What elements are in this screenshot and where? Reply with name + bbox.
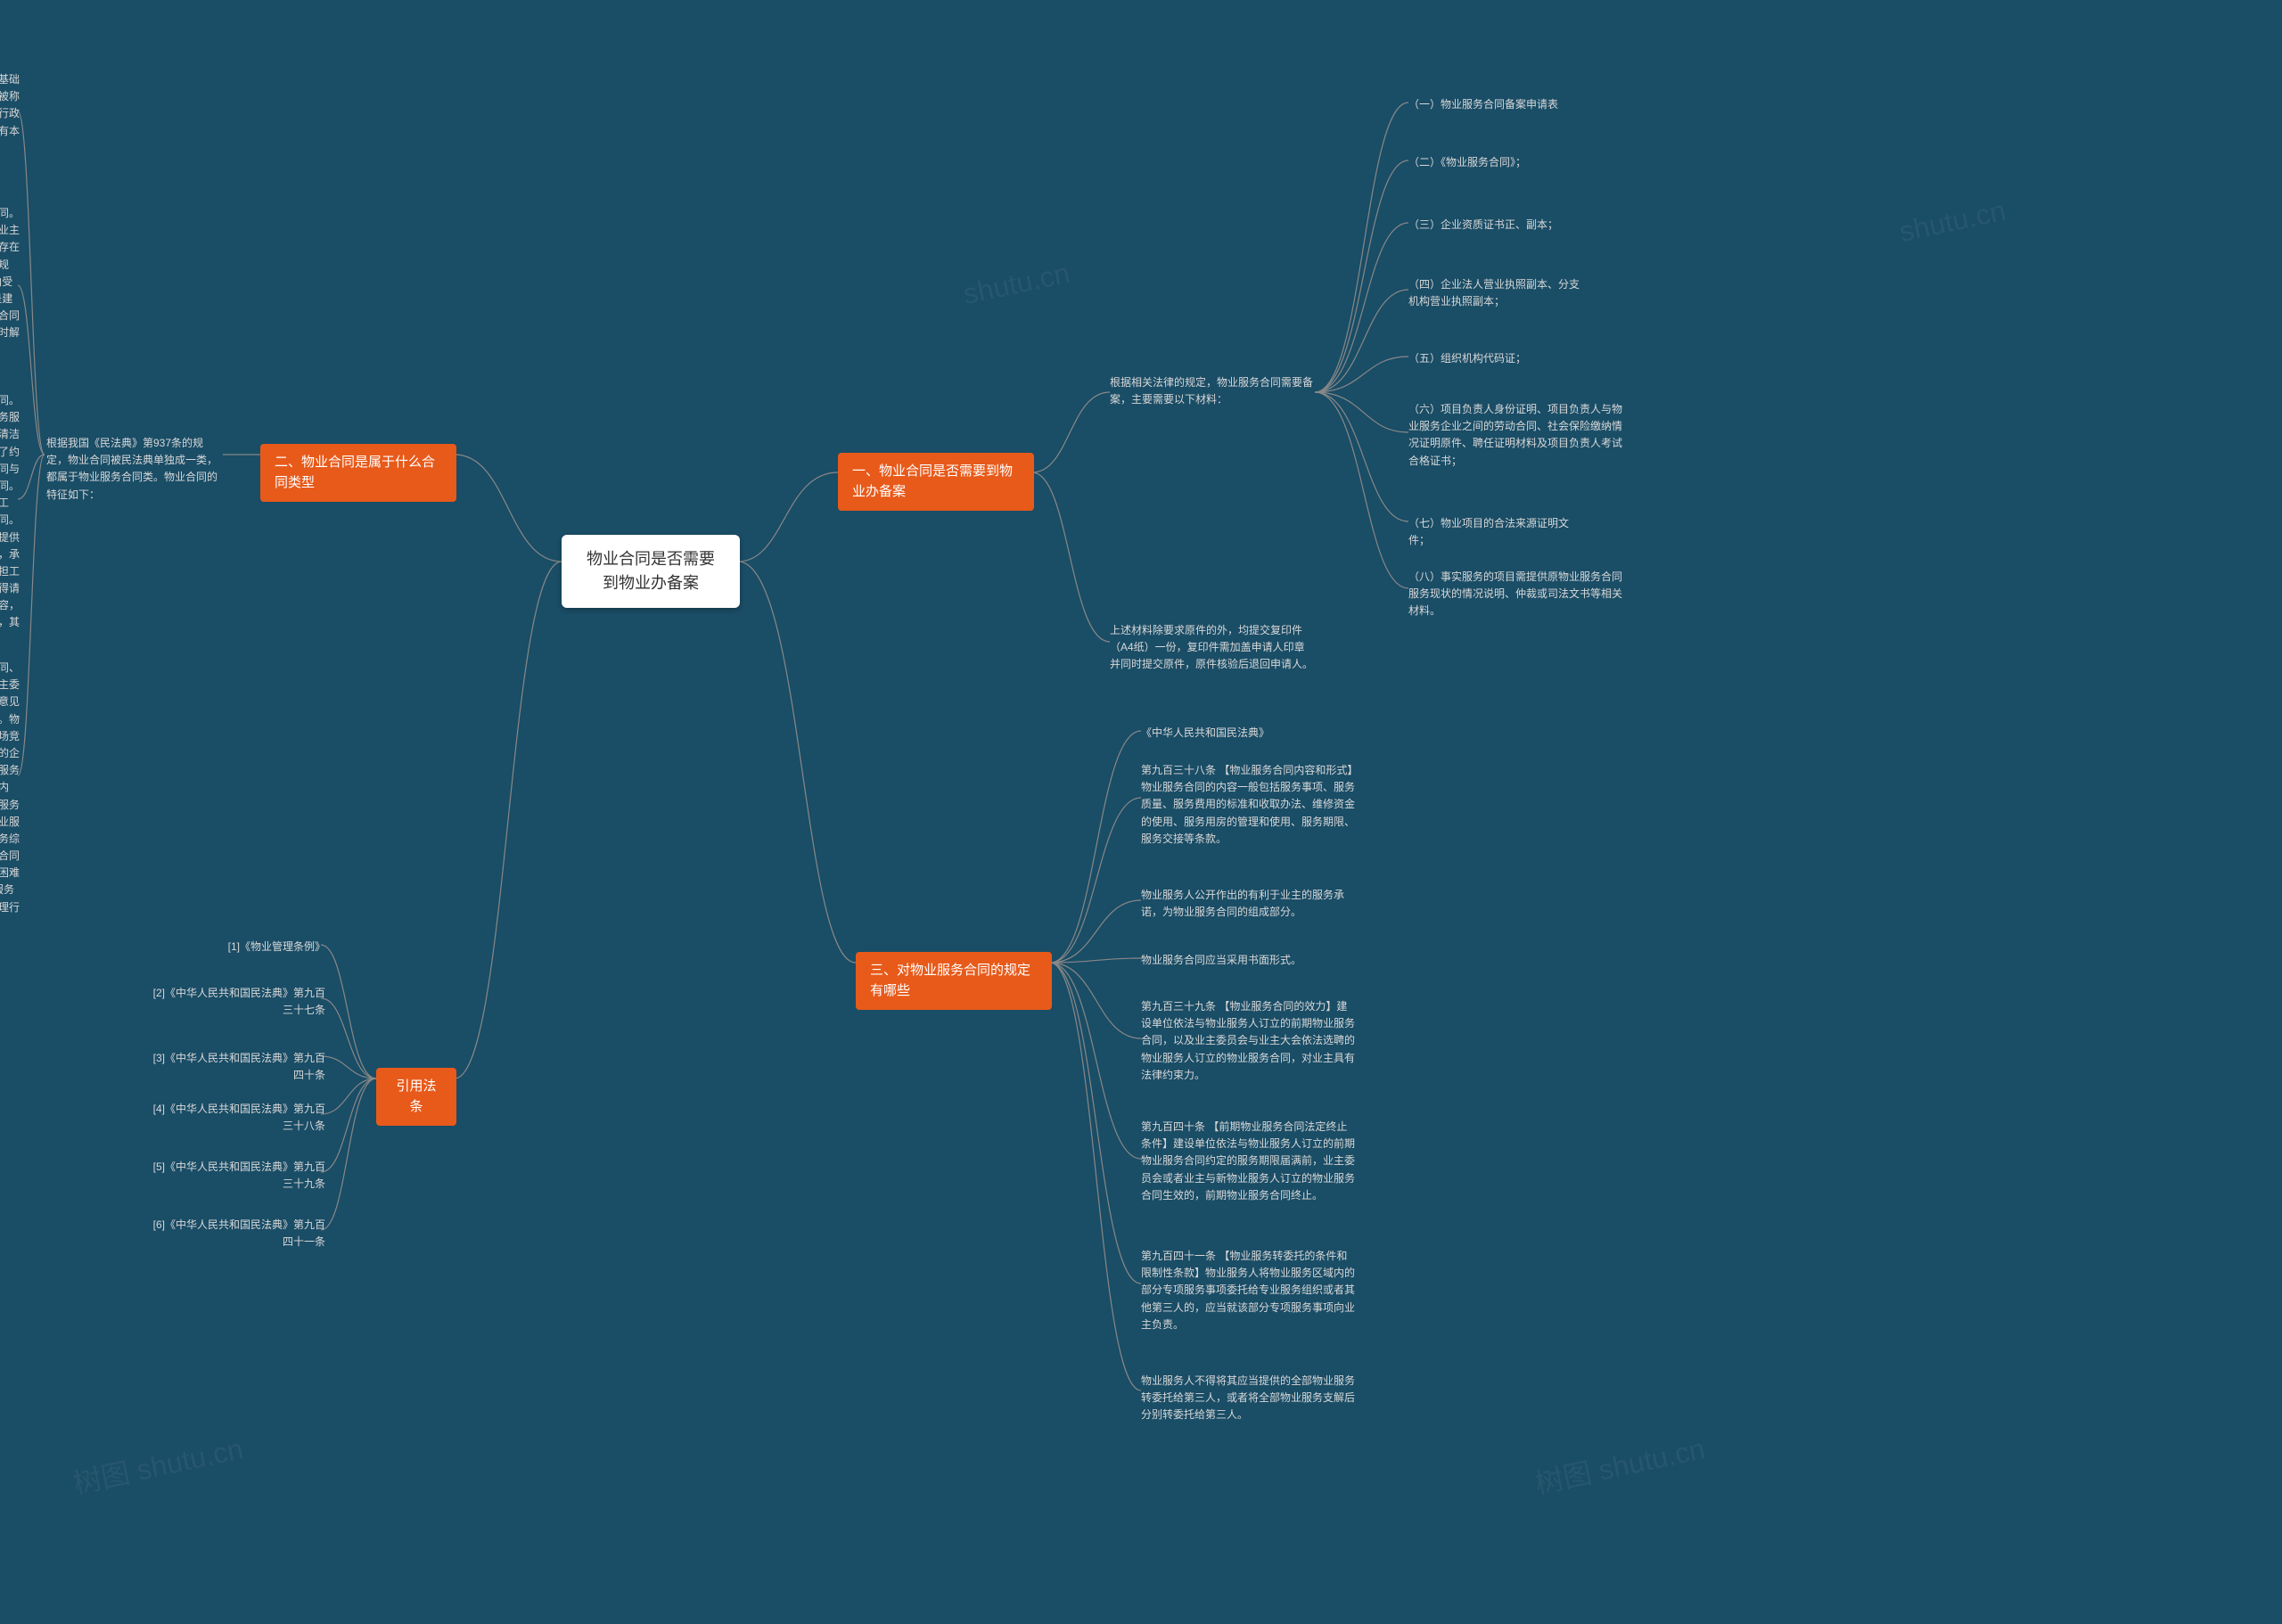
leaf-r3-5: 第九百三十九条 【物业服务合同的效力】建设单位依法与物业服务人订立的前期物业服务…: [1141, 998, 1355, 1084]
leaf-ref-3: [3]《中华人民共和国民法典》第九百四十条: [147, 1050, 325, 1084]
leaf-r1-2: （二）《物业服务合同》；: [1408, 154, 1587, 171]
watermark: 树图 shutu.cn: [1531, 1426, 1708, 1502]
center-topic[interactable]: 物业合同是否需要到物业办备案: [562, 535, 740, 608]
leaf-ref-6: [6]《中华人民共和国民法典》第九百四十一条: [147, 1217, 325, 1251]
leaf-r1-3: （三）企业资质证书正、副本；: [1408, 217, 1587, 234]
leaf-ref-2: [2]《中华人民共和国民法典》第九百三十七条: [147, 985, 325, 1019]
leaf-r3-3: 物业服务人公开作出的有利于业主的服务承诺，为物业服务合同的组成部分。: [1141, 887, 1355, 921]
leaf-r1-4: （四）企业法人营业执照副本、分支机构营业执照副本；: [1408, 276, 1587, 310]
leaf-r1-1: （一）物业服务合同备案申请表: [1408, 96, 1587, 113]
leaf-l2-1: （一）物业服务合同是建立在平等、自愿基础上的民事合同。习惯上，物业服务合同又被称…: [0, 71, 20, 157]
branch-right-1-trailing: 上述材料除要求原件的外，均提交复印件（A4纸）一份，复印件需加盖申请人印章并同时…: [1110, 622, 1315, 674]
branch-left-2[interactable]: 二、物业合同是属于什么合同类型: [260, 444, 456, 502]
leaf-r1-8: （八）事实服务的项目需提供原物业服务合同服务现状的情况说明、仲裁或司法文书等相关…: [1408, 569, 1622, 620]
leaf-r3-8: 物业服务人不得将其应当提供的全部物业服务转委托给第三人，或者将全部物业服务支解后…: [1141, 1373, 1355, 1424]
leaf-ref-1: [1]《物业管理条例》: [147, 939, 325, 956]
leaf-r1-6: （六）项目负责人身份证明、项目负责人与物业服务企业之间的劳动合同、社会保险缴纳情…: [1408, 401, 1622, 470]
leaf-ref-5: [5]《中华人民共和国民法典》第九百三十九条: [147, 1159, 325, 1193]
leaf-r3-7: 第九百四十一条 【物业服务转委托的条件和限制性条款】物业服务人将物业服务区域内的…: [1141, 1248, 1355, 1333]
leaf-r3-1: 《中华人民共和国民法典》: [1141, 725, 1319, 742]
leaf-r1-5: （五）组织机构代码证；: [1408, 350, 1587, 367]
watermark: 树图 shutu.cn: [69, 1426, 246, 1502]
leaf-ref-4: [4]《中华人民共和国民法典》第九百三十八条: [147, 1101, 325, 1135]
leaf-r3-2: 第九百三十八条 【物业服务合同内容和形式】物业服务合同的内容一般包括服务事项、服…: [1141, 762, 1355, 848]
leaf-r1-7: （七）物业项目的合法来源证明文件；: [1408, 515, 1587, 549]
leaf-r3-4: 物业服务合同应当采用书面形式。: [1141, 952, 1319, 969]
leaf-r3-6: 第九百四十条 【前期物业服务合同法定终止条件】建设单位依法与物业服务人订立的前期…: [1141, 1119, 1355, 1204]
leaf-l2-4: （四）物业服务合同是诺成合同、有偿合同、双务合同、要式合同。物业服务合同自业主委…: [0, 660, 20, 933]
watermark: shutu.cn: [1896, 194, 2008, 249]
leaf-l2-2: （二）物业服务合同是一种特殊的委托合同。物业服务合同产生的基础在于业主大会、业主…: [0, 205, 20, 359]
branch-right-3[interactable]: 三、对物业服务合同的规定有哪些: [856, 952, 1052, 1010]
branch-left-2-intermediate: 根据我国《民法典》第937条的规定，物业合同被民法典单独成一类，都属于物业服务合…: [46, 435, 225, 504]
branch-left-ref[interactable]: 引用法条: [376, 1068, 456, 1126]
leaf-l2-3: （三）物业服务合同是以劳务为标的的合同。物业服务企业的义务是提供合同约定的劳务服…: [0, 392, 20, 649]
watermark: shutu.cn: [960, 257, 1072, 311]
branch-right-1[interactable]: 一、物业合同是否需要到物业办备案: [838, 453, 1034, 511]
branch-right-1-intermediate: 根据相关法律的规定，物业服务合同需要备案，主要需要以下材料：: [1110, 374, 1315, 408]
